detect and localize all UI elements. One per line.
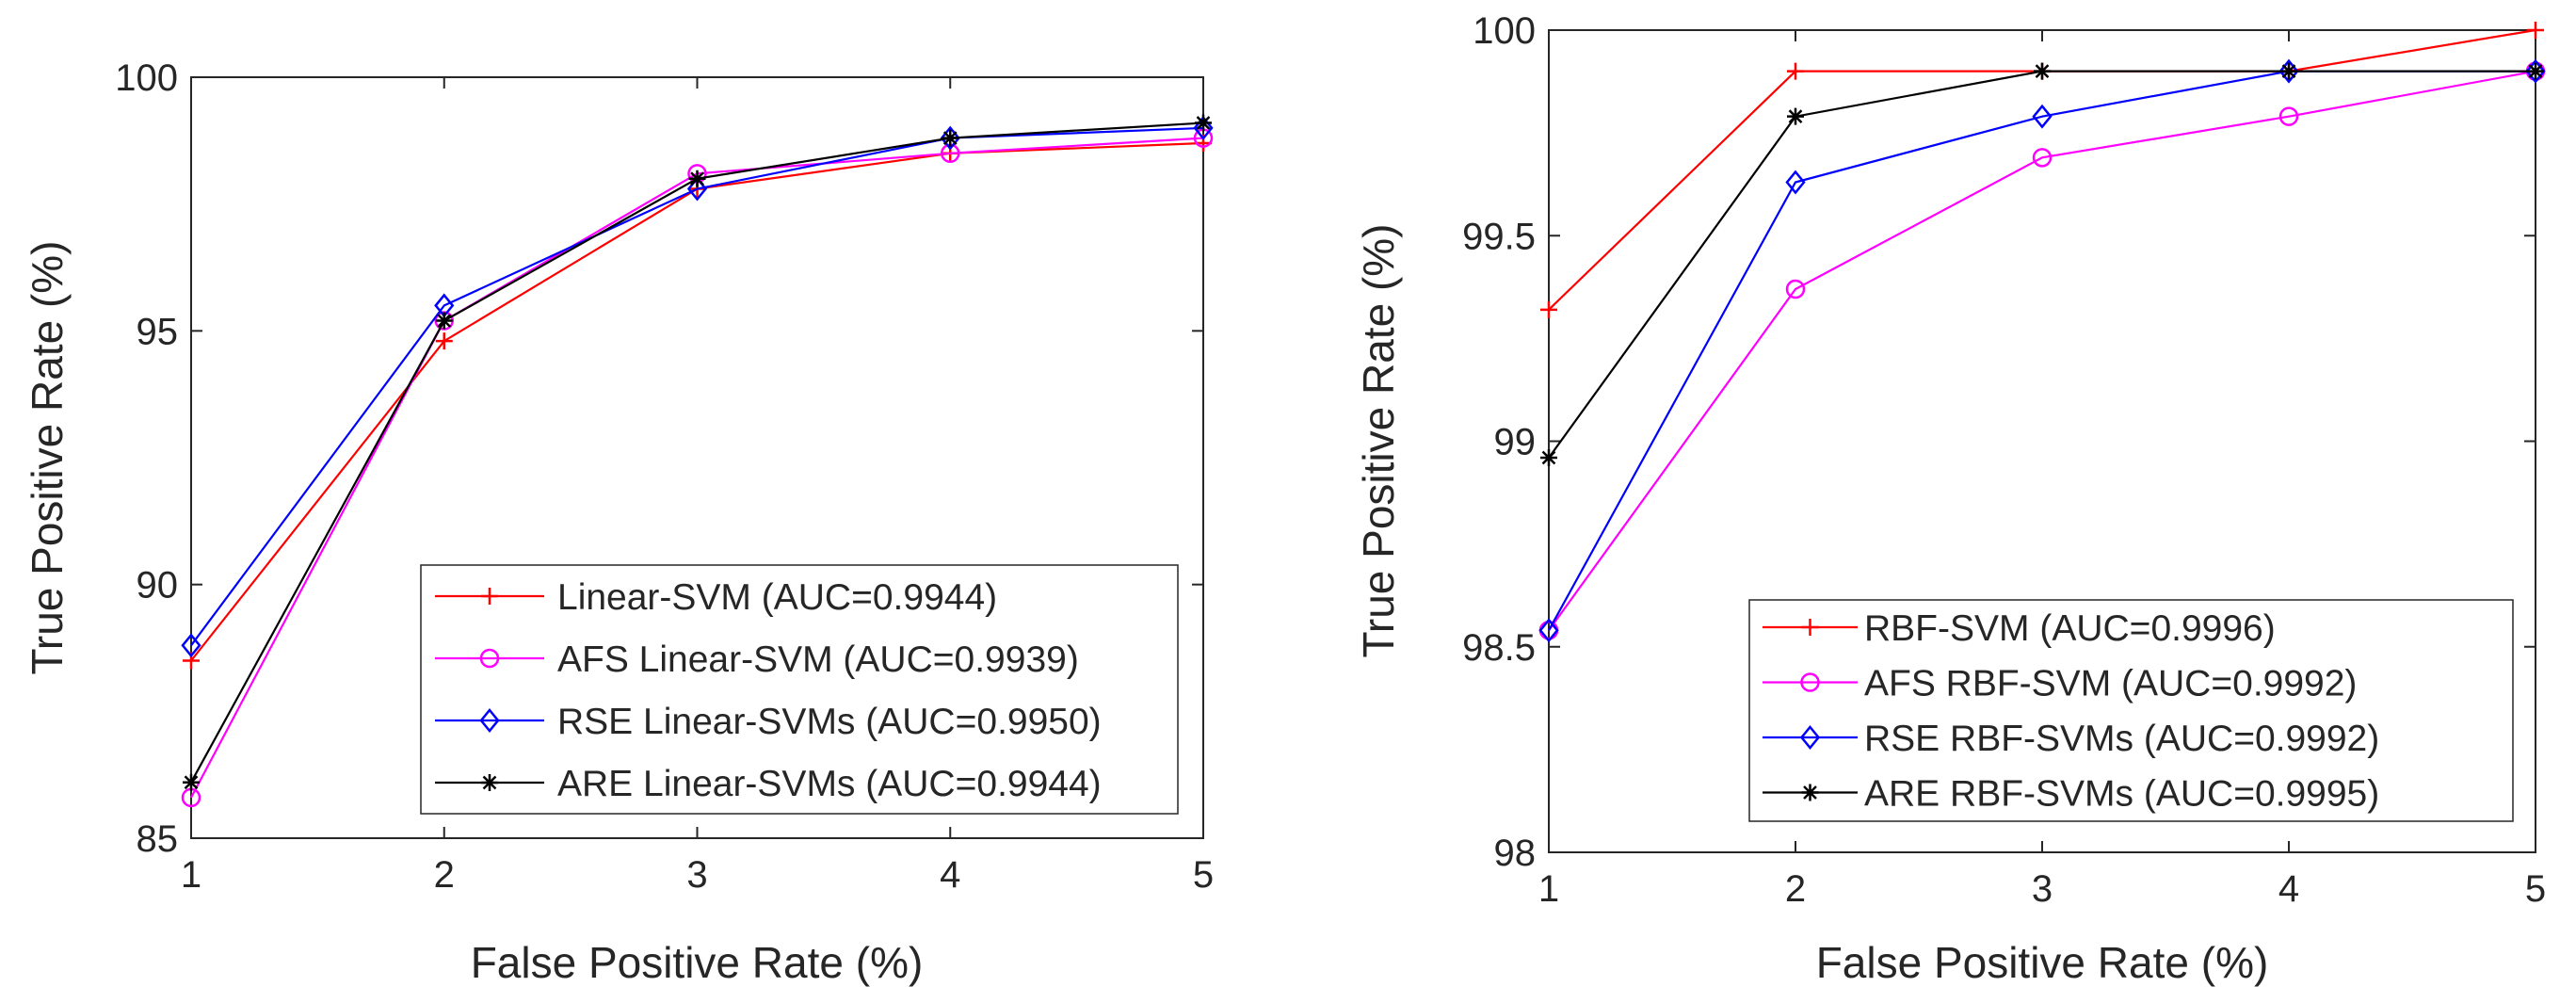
legend-label: AFS Linear-SVM (AUC=0.9939) [557, 639, 1079, 680]
legend-label: Linear-SVM (AUC=0.9944) [557, 577, 997, 618]
x-tick-label: 5 [1193, 854, 1214, 896]
data-point [2527, 62, 2544, 80]
legend-marker [481, 588, 498, 605]
data-point [2278, 106, 2299, 126]
data-point [686, 176, 708, 202]
legend-item: ARE Linear-SVMs (AUC=0.9944) [435, 764, 1102, 804]
data-point [1195, 114, 1212, 132]
axis-ticks: 1 2 3 4 5 98 98.5 99 99.5 100 [1462, 10, 2546, 910]
x-tick-label: 4 [940, 854, 960, 896]
data-point [1540, 300, 1557, 318]
data-point [688, 170, 706, 187]
legend-label: AFS RBF-SVM (AUC=0.9992) [1864, 664, 2357, 704]
legend-label: RSE Linear-SVMs (AUC=0.9950) [557, 702, 1102, 742]
x-tick-label: 2 [434, 854, 455, 896]
series-line [190, 126, 1204, 646]
data-point [942, 129, 959, 147]
y-tick-label: 95 [137, 311, 179, 352]
data-point [2527, 22, 2544, 39]
x-tick-label: 1 [1538, 868, 1559, 910]
data-point [1540, 448, 1557, 466]
axis-ticks: 1 2 3 4 5 85 90 95 100 [115, 57, 1214, 896]
legend-marker [481, 774, 498, 791]
series-asterisk [183, 114, 1212, 791]
y-tick-label: 85 [137, 818, 179, 860]
x-tick-label: 2 [1785, 868, 1806, 910]
x-tick-label: 4 [2278, 868, 2299, 910]
x-tick-label: 1 [181, 854, 201, 896]
y-tick-label: 100 [1473, 10, 1536, 52]
y-tick-label: 99.5 [1462, 216, 1536, 257]
data-point [1787, 107, 1804, 125]
legend-label: ARE Linear-SVMs (AUC=0.9944) [557, 764, 1102, 804]
legend-label: RBF-SVM (AUC=0.9996) [1864, 608, 2276, 649]
y-tick-label: 98.5 [1462, 627, 1536, 669]
chart-rbf-svm: 1 2 3 4 5 98 98.5 99 99.5 100 False Positive Rate… [1354, 10, 2546, 987]
series-layer [1538, 22, 2546, 643]
legend-marker [1801, 784, 1819, 801]
legend-item: RSE RBF-SVMs (AUC=0.9992) [1763, 719, 2379, 759]
legend-item: RSE Linear-SVMs (AUC=0.9950) [435, 702, 1102, 742]
data-point [1538, 618, 1559, 643]
data-point [435, 312, 453, 330]
legend-label: RSE RBF-SVMs (AUC=0.9992) [1864, 719, 2379, 759]
legend: RBF-SVM (AUC=0.9996) AFS RBF-SVM (AUC=0.9… [1748, 599, 2514, 822]
x-tick-label: 3 [2032, 868, 2053, 910]
legend-item: AFS Linear-SVM (AUC=0.9939) [435, 639, 1079, 680]
y-axis-label: True Positive Rate (%) [1354, 224, 1403, 658]
y-tick-label: 100 [115, 57, 178, 99]
x-axis-label: False Positive Rate (%) [471, 938, 924, 987]
legend-box [1748, 599, 2514, 822]
data-point [1785, 170, 1806, 195]
data-point [2032, 148, 2053, 168]
legend-marker [1800, 672, 1820, 692]
data-point [435, 332, 453, 350]
legend-label: ARE RBF-SVMs (AUC=0.9995) [1864, 774, 2379, 815]
data-point [1787, 62, 1804, 80]
x-tick-label: 3 [686, 854, 707, 896]
data-point [183, 773, 200, 791]
data-point [1785, 279, 1806, 299]
legend-marker [1799, 725, 1821, 750]
data-point [2525, 58, 2546, 84]
legend-item: RBF-SVM (AUC=0.9996) [1763, 608, 2276, 649]
data-point [181, 633, 201, 658]
legend-marker [1801, 619, 1819, 636]
legend-box [420, 564, 1179, 815]
series-layer [181, 114, 1214, 808]
y-axis-label: True Positive Rate (%) [23, 241, 72, 675]
legend-item: ARE RBF-SVMs (AUC=0.9995) [1763, 774, 2379, 815]
legend-item: Linear-SVM (AUC=0.9944) [435, 577, 997, 618]
data-point [2280, 62, 2297, 80]
data-point [2278, 58, 2299, 84]
legend-marker [479, 648, 500, 669]
legend-marker [479, 708, 500, 733]
series-asterisk [1540, 62, 2544, 466]
data-point [2034, 62, 2051, 80]
data-point [1193, 115, 1214, 140]
x-axis-label: False Positive Rate (%) [1816, 938, 2269, 987]
data-point [2032, 104, 2053, 129]
y-tick-label: 98 [1494, 833, 1537, 874]
y-tick-label: 99 [1494, 422, 1537, 463]
legend: Linear-SVM (AUC=0.9944) AFS Linear-SVM (A… [420, 564, 1179, 815]
series-line [1548, 70, 2536, 631]
chart-linear-svm: 1 2 3 4 5 85 90 95 100 False Positive Rate (%) T… [23, 57, 1214, 987]
x-tick-label: 5 [2525, 868, 2546, 910]
y-tick-label: 90 [137, 565, 179, 607]
legend-item: AFS RBF-SVM (AUC=0.9992) [1763, 664, 2357, 704]
data-point [940, 125, 960, 151]
